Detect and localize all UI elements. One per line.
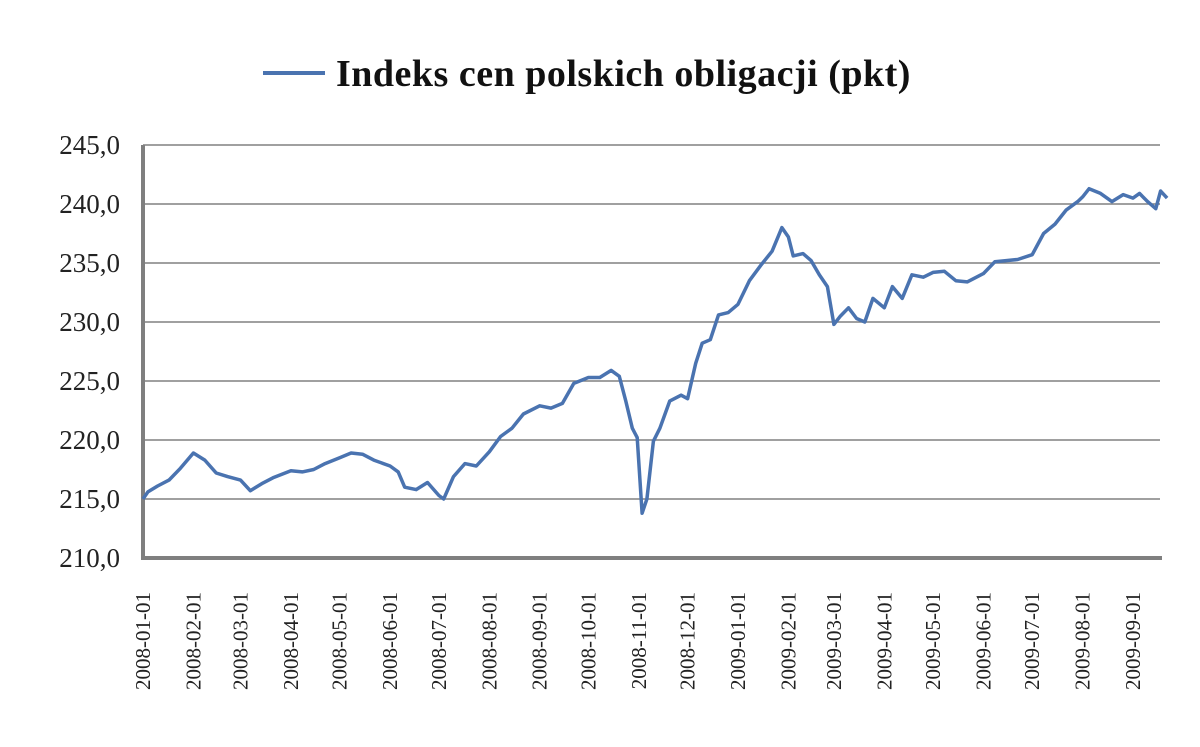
x-tick-label: 2008-05-01 — [328, 592, 352, 690]
y-tick-label: 220,0 — [59, 425, 120, 455]
y-axis-ticks: 210,0 215,0 220,0 225,0 230,0 235,0 240,0 245,0 — [59, 130, 120, 573]
y-tick-label: 225,0 — [59, 366, 120, 396]
x-tick-label: 2009-07-01 — [1020, 592, 1044, 690]
x-tick-label: 2008-03-01 — [229, 592, 253, 690]
series-line — [141, 186, 1169, 515]
x-tick-label: 2009-03-01 — [822, 592, 846, 690]
x-tick-label: 2009-01-01 — [726, 592, 750, 690]
x-tick-label: 2008-06-01 — [378, 592, 402, 690]
x-tick-label: 2009-05-01 — [921, 592, 945, 690]
legend: Indeks cen polskich obligacji (pkt) — [263, 53, 911, 95]
y-tick-label: 215,0 — [59, 484, 120, 514]
x-axis-ticks: 2008-01-01 2008-02-01 2008-03-01 2008-04-01… — [131, 592, 1145, 690]
grid-lines — [143, 144, 1160, 500]
y-tick-label: 240,0 — [59, 189, 120, 219]
x-tick-label: 2008-09-01 — [528, 592, 552, 690]
y-tick-label: 245,0 — [59, 130, 120, 160]
axes — [141, 145, 1162, 560]
x-tick-label: 2008-12-01 — [676, 592, 700, 690]
y-tick-label: 230,0 — [59, 307, 120, 337]
x-tick-label: 2009-09-01 — [1121, 592, 1145, 690]
x-tick-label: 2009-06-01 — [971, 592, 995, 690]
x-tick-label: 2008-10-01 — [576, 592, 600, 690]
x-tick-label: 2008-07-01 — [427, 592, 451, 690]
x-tick-label: 2009-08-01 — [1071, 592, 1095, 690]
x-tick-label: 2008-11-01 — [627, 592, 651, 689]
x-tick-label: 2009-02-01 — [776, 592, 800, 690]
x-tick-label: 2009-04-01 — [872, 592, 896, 690]
y-tick-label: 235,0 — [59, 248, 120, 278]
legend-label: Indeks cen polskich obligacji (pkt) — [336, 53, 911, 95]
x-tick-label: 2008-01-01 — [131, 592, 155, 690]
x-tick-label: 2008-04-01 — [279, 592, 303, 690]
x-tick-label: 2008-08-01 — [477, 592, 501, 690]
x-tick-label: 2008-02-01 — [181, 592, 205, 690]
y-tick-label: 210,0 — [59, 543, 120, 573]
series-group — [141, 186, 1169, 515]
